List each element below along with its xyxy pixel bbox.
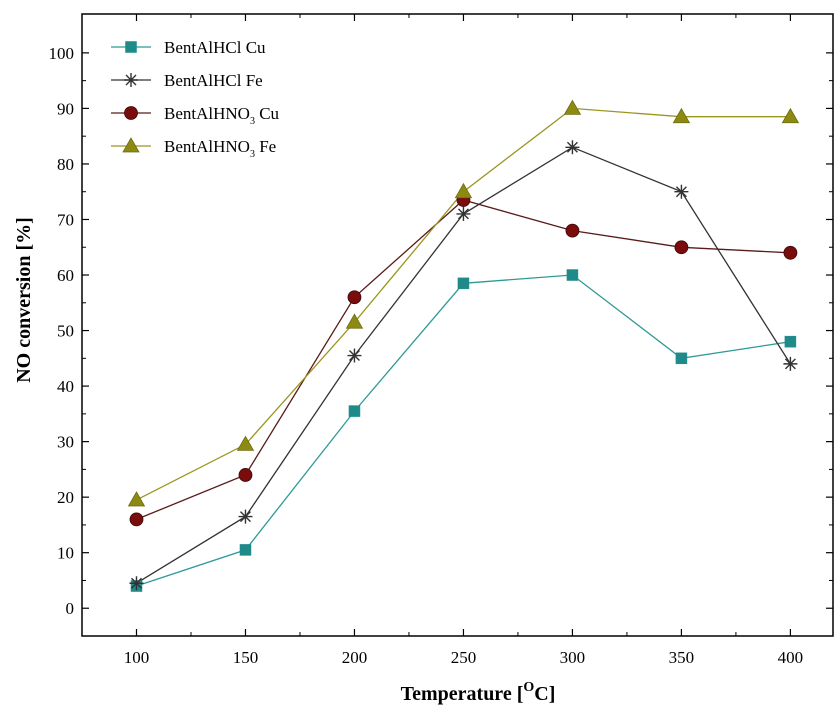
data-point-2 xyxy=(238,509,253,524)
plot-area xyxy=(81,13,834,637)
data-point-2 xyxy=(129,576,144,591)
data-point-4 xyxy=(345,313,364,329)
x-tick-label: 400 xyxy=(778,648,804,667)
data-point-2 xyxy=(456,206,471,221)
y-tick-label: 100 xyxy=(49,44,75,63)
data-point-3 xyxy=(565,223,580,238)
y-tick-label: 50 xyxy=(57,322,74,341)
legend-label-main: BentAlHNO xyxy=(164,137,250,156)
series-markers xyxy=(127,99,800,592)
x-tick-label: 100 xyxy=(124,648,150,667)
y-tick-label: 80 xyxy=(57,155,74,174)
legend-marker xyxy=(124,73,138,87)
data-point-4 xyxy=(236,435,255,451)
data-point-1 xyxy=(239,544,252,556)
x-axis-title-main: Temperature [ xyxy=(401,683,524,705)
data-point-4 xyxy=(454,182,473,199)
legend-label: BentAlHCl Cu xyxy=(164,38,266,57)
legend-label: BentAlHCl Fe xyxy=(164,71,263,90)
y-tick-label: 60 xyxy=(57,266,74,285)
data-point-1 xyxy=(348,405,361,417)
legend-label-main: BentAlHCl Cu xyxy=(164,38,266,57)
legend-label-main: BentAlHNO xyxy=(164,104,250,123)
x-axis-title: Temperature [OC] xyxy=(401,680,556,705)
x-tick-label: 250 xyxy=(451,648,477,667)
data-point-3 xyxy=(674,240,689,255)
y-axis: 0 10 20 30 40 50 60 70 80 90 100 xyxy=(49,44,833,618)
y-tick-label: 90 xyxy=(57,99,74,118)
series-line-4 xyxy=(136,107,791,501)
legend-label-tail: Fe xyxy=(255,137,276,156)
legend-label-subscript: 3 xyxy=(250,116,255,127)
legend-label-tail: Cu xyxy=(255,104,280,123)
y-tick-label: 40 xyxy=(57,377,74,396)
y-axis-title: NO conversion [%] xyxy=(13,217,35,383)
data-point-4 xyxy=(781,107,800,124)
x-axis-title-unit: C] xyxy=(534,683,555,705)
legend-marker xyxy=(125,41,137,53)
x-tick-label: 150 xyxy=(233,648,259,667)
series-line-3 xyxy=(136,199,791,521)
plot-border xyxy=(81,13,834,637)
legend-label-subscript: 3 xyxy=(250,149,255,160)
x-axis: 100 150 200 250 300 350 400 xyxy=(124,14,803,667)
data-point-2 xyxy=(783,356,798,371)
data-point-2 xyxy=(565,140,580,155)
data-point-4 xyxy=(563,99,582,115)
data-point-3 xyxy=(129,512,144,527)
data-point-3 xyxy=(783,245,798,260)
x-tick-label: 350 xyxy=(669,648,695,667)
y-tick-label: 20 xyxy=(57,488,74,507)
data-point-2 xyxy=(347,348,362,363)
x-tick-label: 300 xyxy=(560,648,586,667)
y-tick-label: 70 xyxy=(57,210,74,229)
legend-label: BentAlHNO3 Cu xyxy=(164,104,280,127)
series-line-1 xyxy=(136,274,791,587)
y-tick-label: 0 xyxy=(66,599,75,618)
x-axis-title-superscript: O xyxy=(523,680,534,695)
data-point-4 xyxy=(127,491,146,507)
legend-label: BentAlHNO3 Fe xyxy=(164,137,276,160)
x-tick-label: 200 xyxy=(342,648,368,667)
data-point-1 xyxy=(784,335,797,348)
data-point-2 xyxy=(674,184,689,199)
data-point-1 xyxy=(566,269,579,281)
data-point-1 xyxy=(675,352,688,365)
data-point-4 xyxy=(672,107,691,124)
y-tick-label: 10 xyxy=(57,544,74,563)
legend-marker xyxy=(124,106,138,120)
series-lines xyxy=(136,107,791,587)
legend-marker xyxy=(122,137,140,153)
data-point-1 xyxy=(457,277,470,290)
data-point-3 xyxy=(238,468,253,482)
data-point-3 xyxy=(347,290,362,305)
y-tick-label: 30 xyxy=(57,433,74,452)
legend-label-main: BentAlHCl Fe xyxy=(164,71,263,90)
